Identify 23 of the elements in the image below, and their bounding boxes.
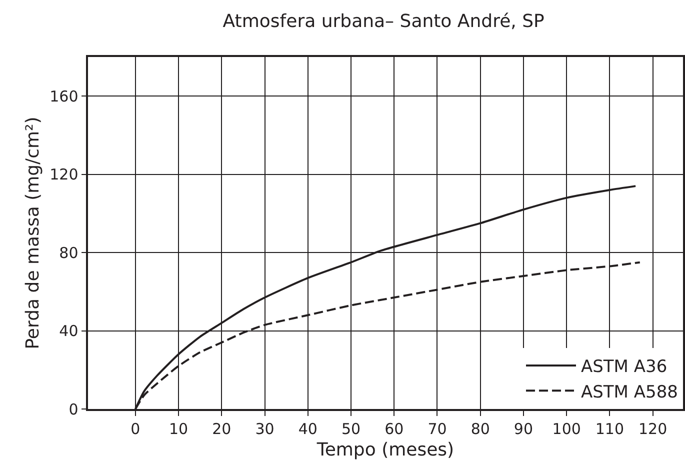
y-tick-label: 80 — [59, 244, 78, 262]
x-tick-label: 60 — [384, 420, 404, 438]
x-tick-label: 10 — [168, 420, 188, 438]
legend-label: ASTM A588 — [581, 382, 678, 402]
y-tick-label: 0 — [68, 400, 78, 418]
y-tick-label: 120 — [50, 166, 78, 184]
x-tick-label: 100 — [552, 420, 581, 438]
y-tick-label: 40 — [59, 322, 78, 340]
x-tick-label: 50 — [341, 420, 361, 438]
x-tick-label: 0 — [130, 420, 140, 438]
x-tick-label: 80 — [470, 420, 490, 438]
x-tick-label: 110 — [595, 420, 624, 438]
x-tick-label: 70 — [428, 420, 447, 438]
x-tick-label: 120 — [638, 420, 668, 438]
x-tick-label: 90 — [514, 420, 534, 438]
y-tick-label: 160 — [50, 87, 78, 106]
x-tick-label: 20 — [212, 420, 232, 438]
y-axis-title: Perda de massa (mg/cm²) — [22, 116, 44, 350]
legend-label: ASTM A36 — [581, 357, 668, 378]
x-axis-title: Tempo (meses) — [316, 439, 454, 460]
chart-title: Atmosfera urbana– Santo André, SP — [222, 10, 545, 32]
x-tick-label: 30 — [255, 420, 274, 438]
x-tick-label: 40 — [298, 420, 318, 438]
